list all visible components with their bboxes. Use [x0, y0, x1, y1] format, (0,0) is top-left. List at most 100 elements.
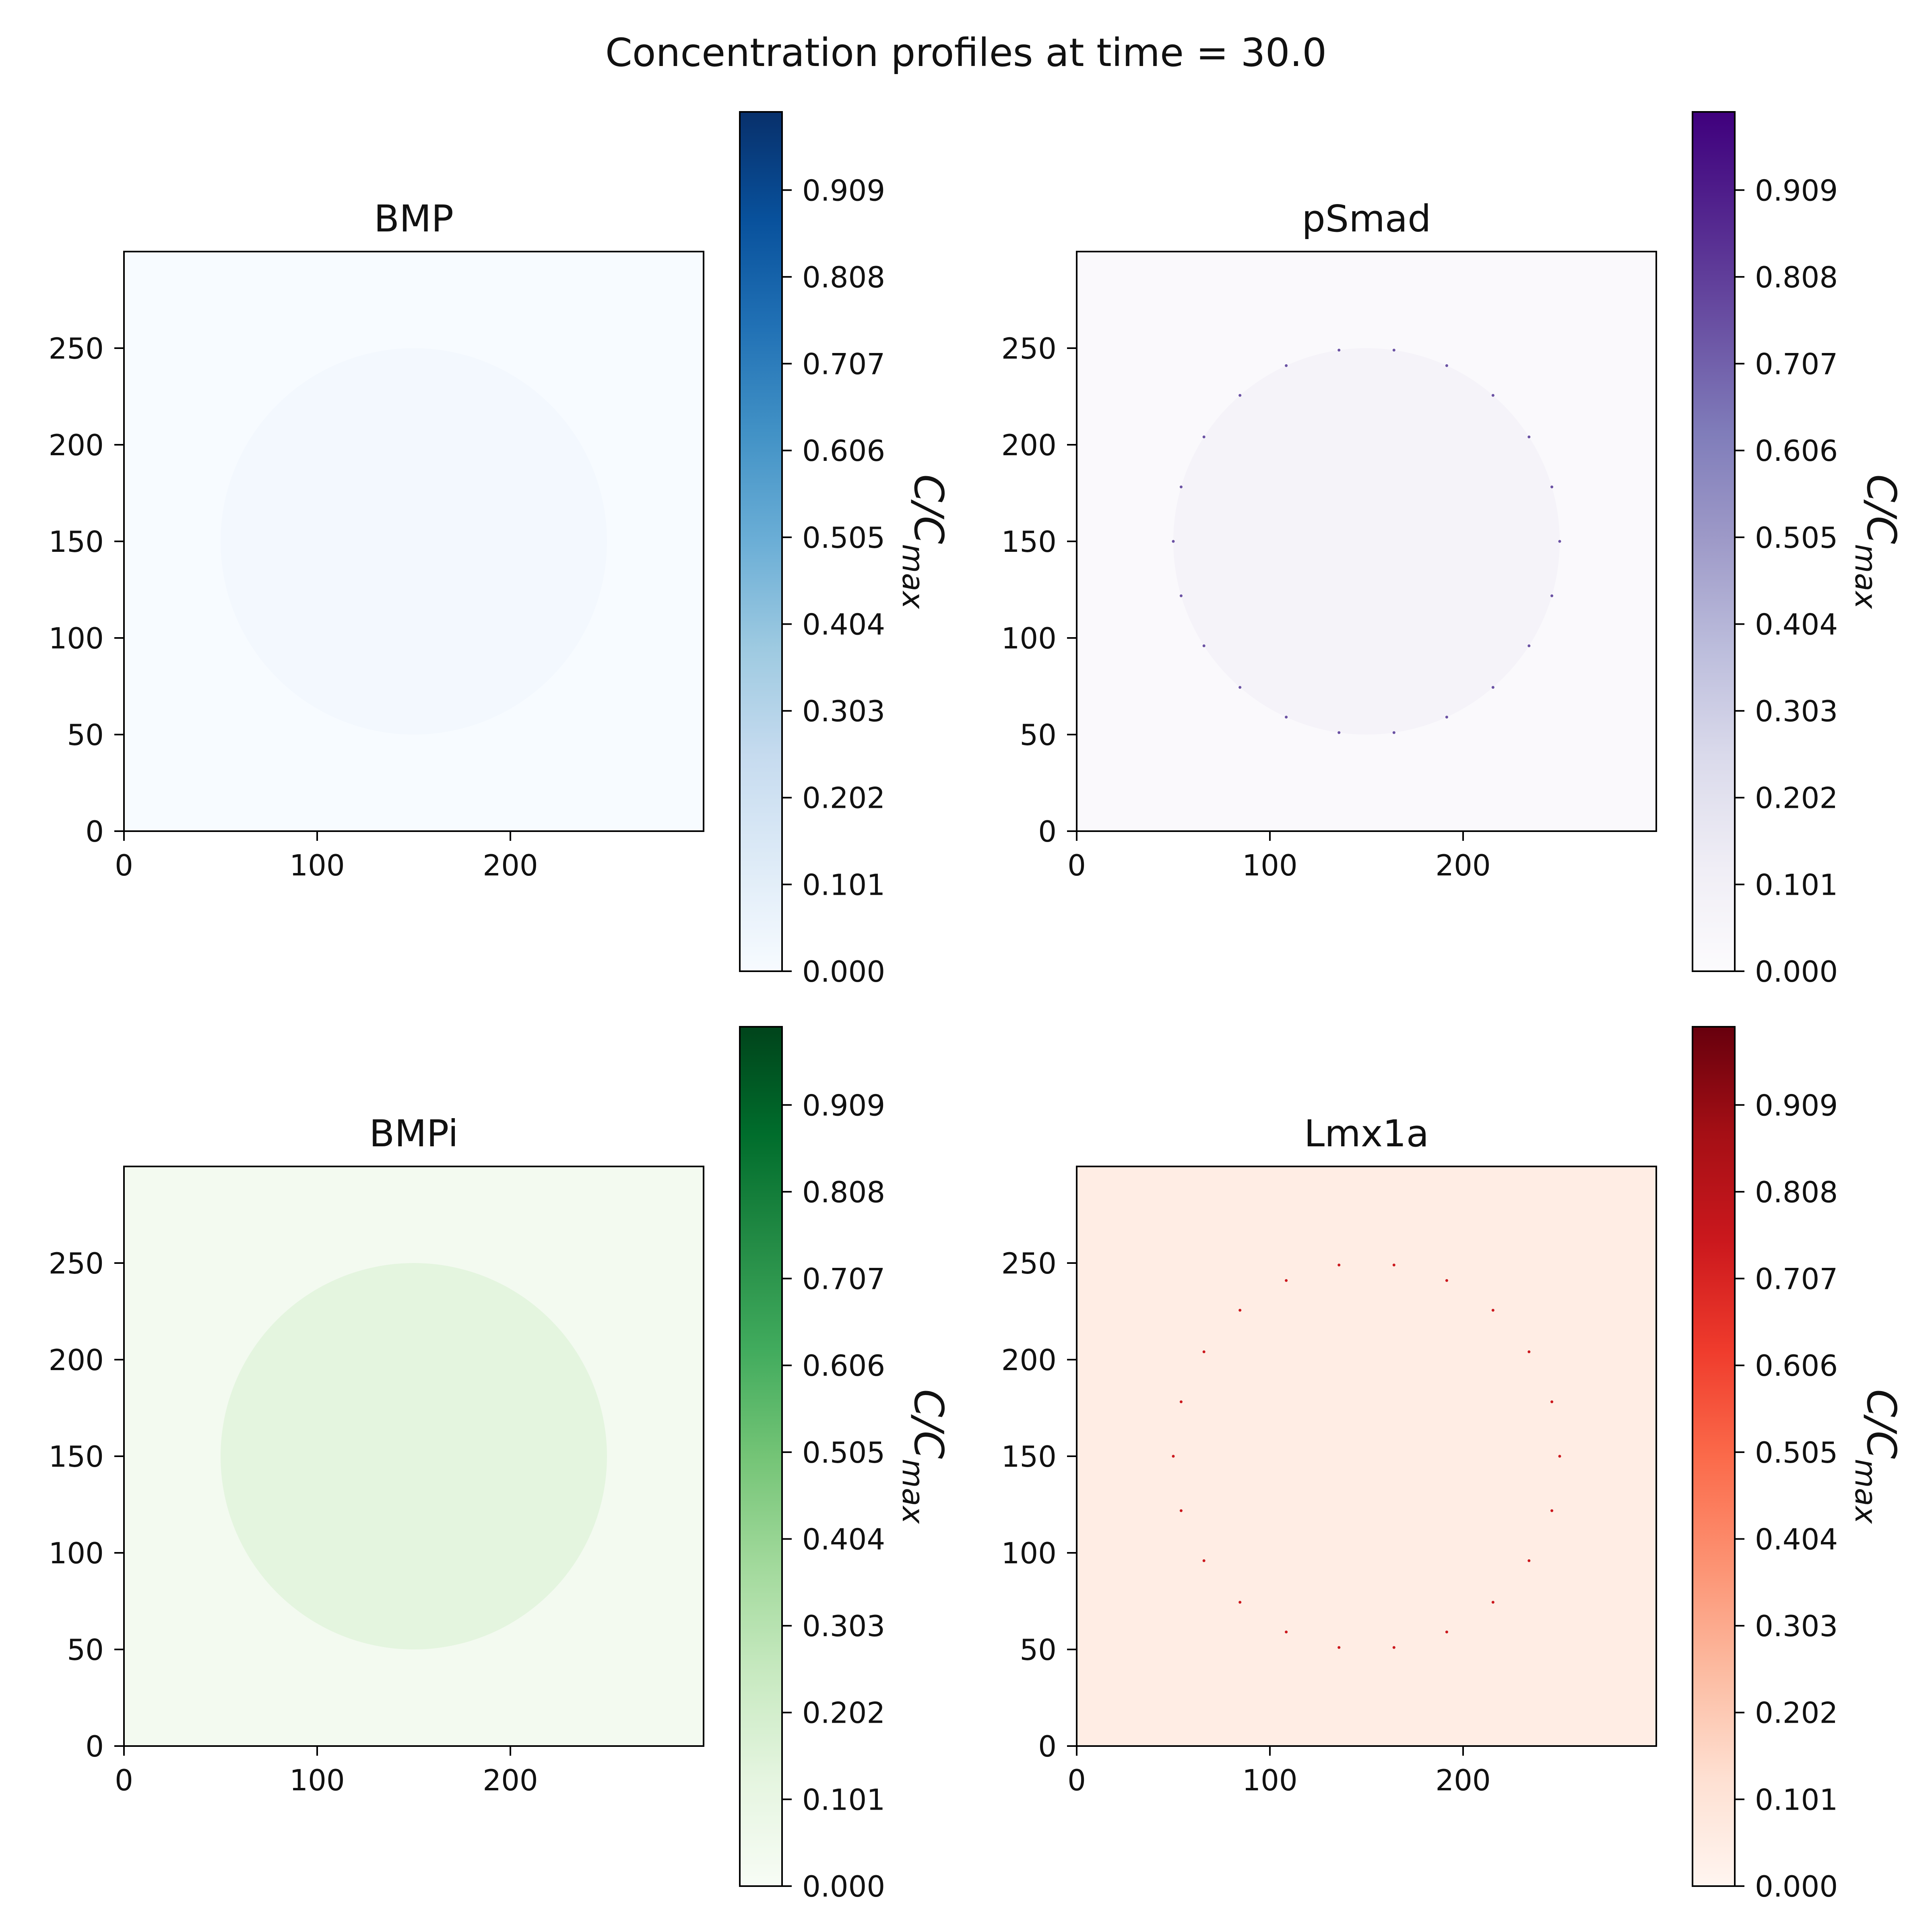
boundary-marker — [1550, 1400, 1554, 1404]
colorbar-tick-label: 0.909 — [1755, 173, 1838, 207]
figure-title: Concentration profiles at time = 30.0 — [605, 30, 1327, 75]
x-tick-label: 100 — [289, 848, 345, 882]
y-tick-label: 0 — [1038, 1730, 1057, 1763]
y-tick-label: 150 — [49, 1440, 104, 1474]
x-tick-label: 200 — [483, 1763, 538, 1797]
boundary-marker — [1338, 1646, 1341, 1649]
y-tick-label: 200 — [49, 1343, 104, 1377]
boundary-marker — [1179, 1400, 1183, 1404]
x-tick-label: 100 — [1242, 1763, 1297, 1797]
heatmap-disc — [1173, 348, 1560, 735]
boundary-marker — [1179, 1509, 1183, 1512]
y-tick-label: 100 — [1001, 1536, 1057, 1570]
colorbar-tick-label: 0.202 — [802, 781, 885, 815]
y-tick-label: 50 — [67, 718, 104, 752]
x-tick-label: 0 — [115, 848, 133, 882]
panel-title: Lmx1a — [1304, 1112, 1429, 1155]
boundary-marker — [1527, 1559, 1531, 1563]
colorbar-tick-label: 0.404 — [1755, 607, 1838, 641]
colorbar-tick-label: 0.000 — [802, 1870, 885, 1903]
y-tick-label: 200 — [49, 428, 104, 462]
boundary-marker — [1338, 1263, 1341, 1267]
y-tick-label: 150 — [49, 525, 104, 559]
colorbar-tick-label: 0.303 — [1755, 1609, 1838, 1643]
colorbar-frame — [1692, 111, 1736, 972]
boundary-marker — [1550, 485, 1554, 489]
colorbar-tick-label: 0.000 — [1755, 1870, 1838, 1903]
x-tick-label: 0 — [1067, 1763, 1086, 1797]
y-tick-label: 250 — [49, 332, 104, 365]
colorbar-frame — [1692, 1026, 1736, 1887]
heatmap-disc — [221, 348, 607, 735]
colorbar-tick-label: 0.000 — [1755, 955, 1838, 989]
colorbar-label: C/Cmax — [896, 1389, 952, 1524]
colorbar-tick-label: 0.404 — [802, 607, 885, 641]
colorbar-tick-label: 0.707 — [1755, 1262, 1838, 1296]
x-tick-label: 0 — [1067, 848, 1086, 882]
colorbar-tick-label: 0.303 — [1755, 694, 1838, 728]
y-tick-label: 100 — [1001, 621, 1057, 655]
boundary-marker — [1550, 594, 1554, 597]
boundary-marker — [1179, 594, 1183, 597]
colorbar-tick-label: 0.202 — [1755, 781, 1838, 815]
x-tick-label: 100 — [1242, 848, 1297, 882]
colorbar-tick-label: 0.606 — [802, 1349, 885, 1383]
colorbar-tick-label: 0.202 — [1755, 1696, 1838, 1730]
x-tick-label: 100 — [289, 1763, 345, 1797]
colorbar-tick-label: 0.808 — [802, 260, 885, 294]
boundary-marker — [1285, 716, 1288, 719]
boundary-marker — [1238, 1309, 1242, 1312]
colorbar-tick-label: 0.707 — [1755, 347, 1838, 381]
boundary-marker — [1527, 1350, 1531, 1353]
boundary-marker — [1491, 1601, 1494, 1604]
colorbar-tick-label: 0.505 — [802, 1436, 885, 1470]
colorbar-tick-label: 0.808 — [1755, 260, 1838, 294]
y-tick-label: 200 — [1001, 1343, 1057, 1377]
boundary-marker — [1238, 394, 1242, 397]
colorbar-tick-label: 0.101 — [802, 868, 885, 902]
boundary-marker — [1445, 716, 1448, 719]
boundary-marker — [1491, 1309, 1494, 1312]
boundary-marker — [1238, 686, 1242, 689]
colorbar — [1693, 112, 1735, 971]
panel-title: pSmad — [1302, 197, 1431, 240]
boundary-marker — [1392, 349, 1395, 352]
boundary-marker — [1491, 686, 1494, 689]
colorbar-tick-label: 0.606 — [1755, 434, 1838, 468]
y-tick-label: 250 — [1001, 1247, 1057, 1280]
colorbar-label: C/Cmax — [1848, 474, 1905, 609]
colorbar-frame — [739, 1026, 783, 1887]
y-tick-label: 100 — [49, 621, 104, 655]
boundary-marker — [1285, 364, 1288, 367]
y-tick-label: 0 — [85, 815, 104, 848]
boundary-marker — [1172, 1455, 1175, 1458]
panel-lmx1a: Lmx1a 0 100 200 0 50 100 150 200 250 0.000 0.101 0.2… — [1001, 1026, 1905, 1903]
boundary-marker — [1558, 540, 1561, 543]
boundary-marker — [1238, 1601, 1242, 1604]
panel-bmp: BMP 0 100 200 0 50 100 150 200 250 0.000 0.101 0.202… — [49, 111, 952, 989]
colorbar — [740, 112, 782, 971]
colorbar-tick-label: 0.202 — [802, 1696, 885, 1730]
boundary-marker — [1527, 435, 1531, 438]
y-tick-label: 50 — [67, 1633, 104, 1667]
colorbar-tick-label: 0.101 — [1755, 868, 1838, 902]
colorbar-tick-label: 0.606 — [1755, 1349, 1838, 1383]
colorbar-tick-label: 0.303 — [802, 694, 885, 728]
colorbar-label: C/Cmax — [1848, 1389, 1905, 1524]
y-tick-label: 200 — [1001, 428, 1057, 462]
y-tick-label: 50 — [1020, 718, 1057, 752]
heatmap-disc — [1173, 1263, 1560, 1649]
panel-psmad: pSmad 0 100 200 0 50 100 150 200 250 0.000 0.101 0.2… — [1001, 111, 1905, 989]
y-tick-label: 150 — [1001, 525, 1057, 559]
boundary-marker — [1491, 394, 1494, 397]
colorbar-tick-label: 0.101 — [802, 1783, 885, 1816]
boundary-marker — [1172, 540, 1175, 543]
colorbar-tick-label: 0.000 — [802, 955, 885, 989]
colorbar-frame — [739, 111, 783, 972]
y-tick-label: 250 — [49, 1247, 104, 1280]
boundary-marker — [1285, 1279, 1288, 1282]
colorbar-tick-label: 0.707 — [802, 1262, 885, 1296]
y-tick-label: 100 — [49, 1536, 104, 1570]
colorbar-tick-label: 0.404 — [802, 1522, 885, 1556]
